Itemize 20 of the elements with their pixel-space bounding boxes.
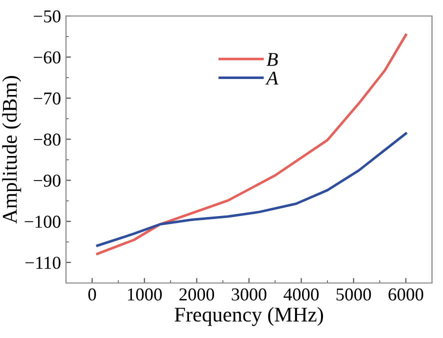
y-tick-label: −70 bbox=[34, 92, 60, 105]
x-tick-label: 1000 bbox=[128, 288, 162, 301]
y-tick-label: −110 bbox=[25, 256, 60, 269]
y-tick-label: −100 bbox=[24, 216, 60, 228]
y-tick-label: −60 bbox=[34, 51, 60, 64]
x-tick-label: 6000 bbox=[388, 288, 424, 301]
y-tick-label: −90 bbox=[34, 174, 60, 187]
x-tick-label: 5000 bbox=[336, 288, 371, 301]
x-tick-label: 0 bbox=[88, 288, 96, 301]
line-series bbox=[96, 34, 408, 256]
y-tick-label: −80 bbox=[34, 133, 60, 146]
line-series bbox=[96, 132, 408, 247]
x-tick-label: 4000 bbox=[284, 288, 319, 301]
legend-label: A bbox=[265, 72, 278, 85]
x-axis-title: Frequency (MHz) bbox=[174, 307, 323, 326]
x-tick-label: 2000 bbox=[179, 288, 214, 301]
legend-label: B bbox=[266, 53, 278, 66]
x-tick-label: 3000 bbox=[232, 288, 266, 301]
y-tick-label: −50 bbox=[34, 10, 60, 22]
y-axis-title: Amplitude (dBm) bbox=[2, 76, 22, 224]
